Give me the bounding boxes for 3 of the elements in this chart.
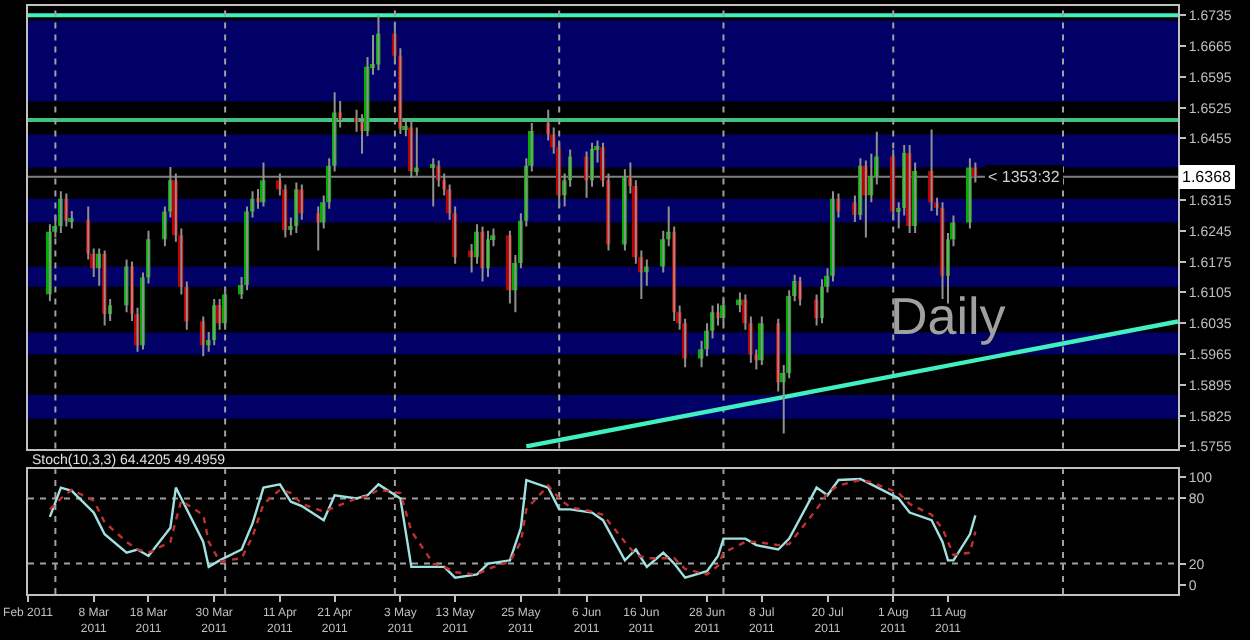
annotation: < 1353:32 — [988, 168, 1061, 186]
ref-line-label: 1.6368 — [1182, 168, 1233, 186]
annotation: Daily — [890, 286, 1006, 346]
